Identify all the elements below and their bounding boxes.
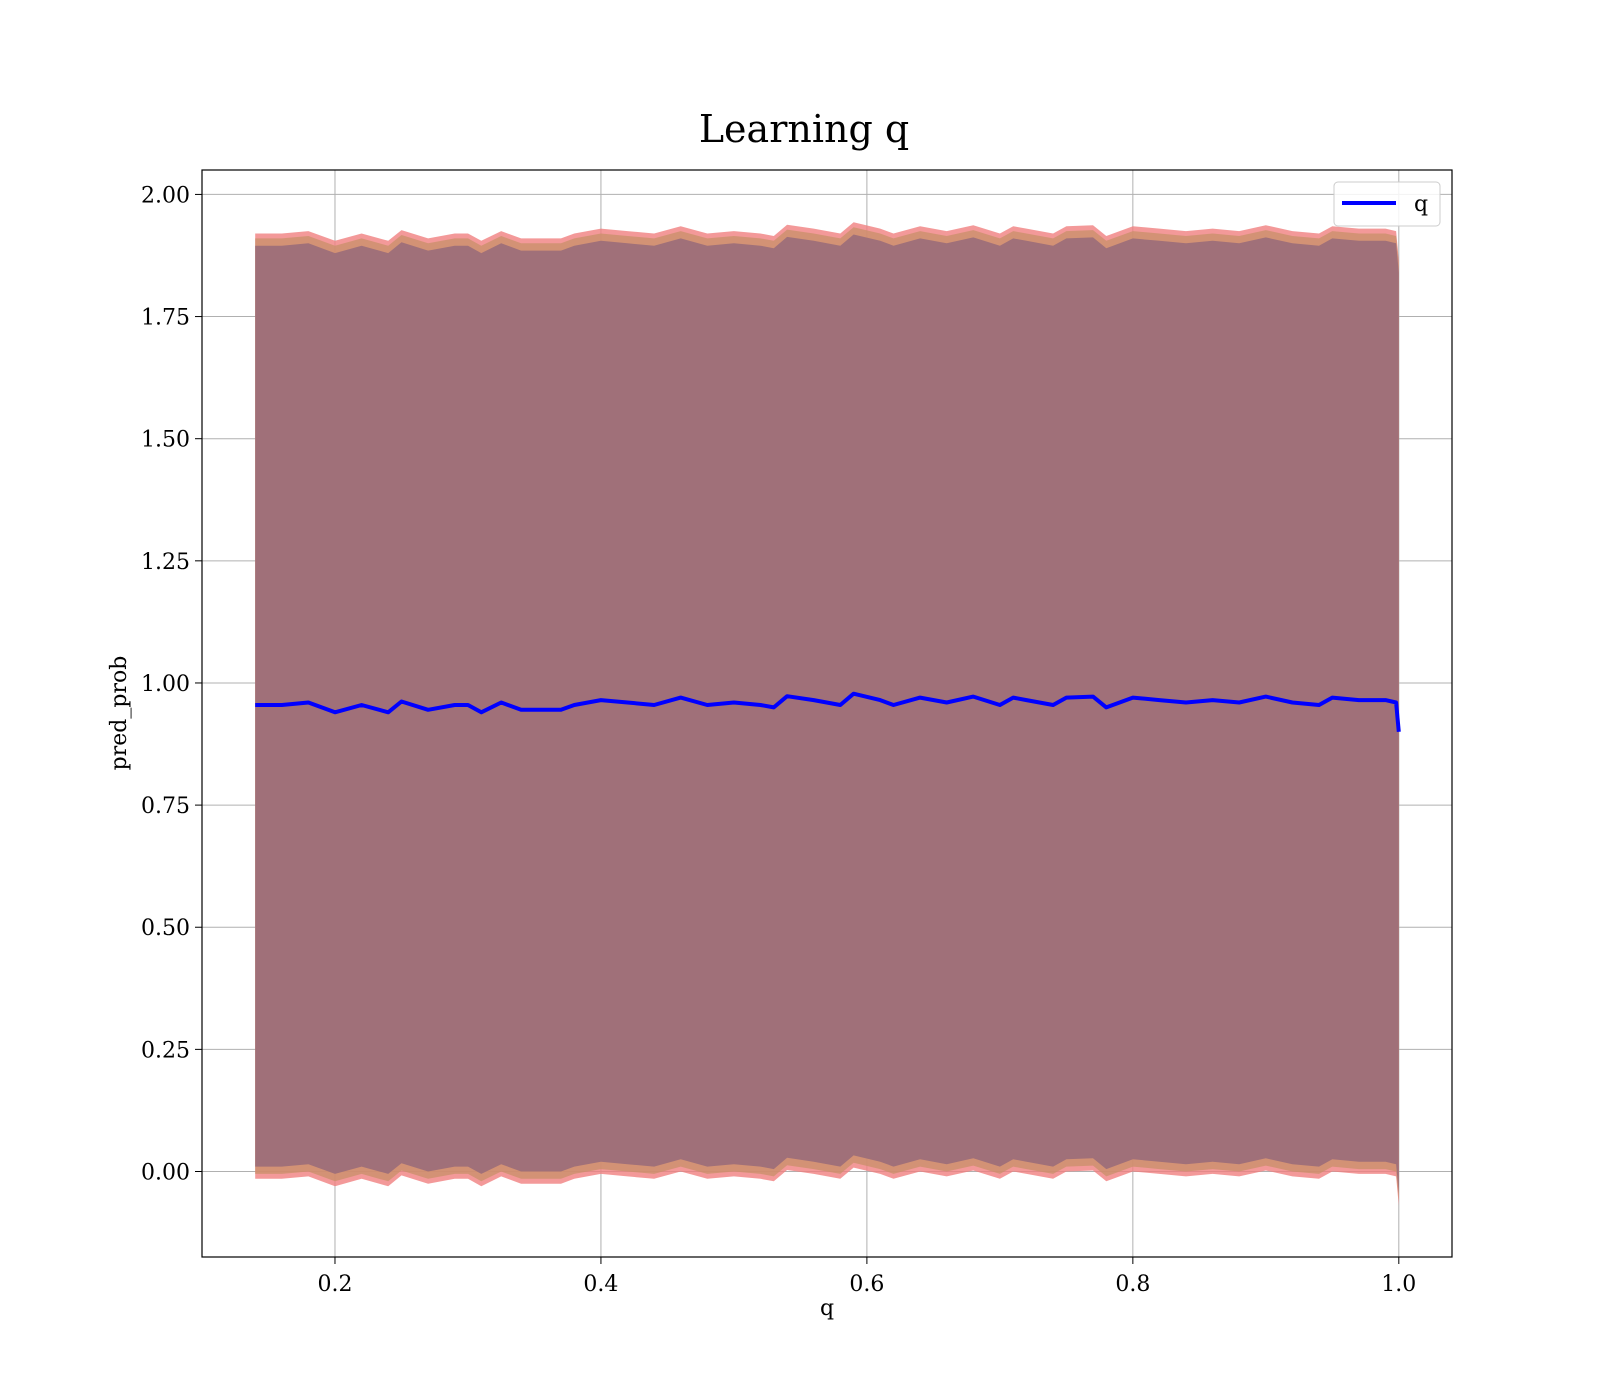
x-tick-label: 1.0 (1381, 1272, 1416, 1297)
y-tick-label: 1.00 (141, 672, 190, 697)
legend-label-q: q (1414, 192, 1428, 217)
plot-frame (201, 169, 1453, 1258)
y-tick-label: 0.25 (141, 1038, 190, 1063)
x-tick-label: 0.4 (583, 1272, 618, 1297)
x-ticks: 0.2 0.4 0.6 0.8 1.0 (317, 1257, 1416, 1297)
x-tick-label: 0.8 (1115, 1272, 1150, 1297)
x-tick-label: 0.2 (317, 1272, 352, 1297)
y-tick-label: 1.75 (141, 306, 190, 331)
series-line-q (255, 691, 1401, 732)
band-inner (255, 234, 1399, 1194)
chart-title: Learning q (699, 107, 909, 151)
y-tick-label: 2.00 (141, 183, 190, 208)
x-axis-label: q (820, 1296, 834, 1321)
y-tick-label: 0.50 (141, 916, 190, 941)
legend: q (1333, 181, 1441, 227)
y-tick-label: 1.50 (141, 428, 190, 453)
x-tick-label: 0.6 (849, 1272, 884, 1297)
y-tick-label: 0.75 (141, 794, 190, 819)
confidence-bands (255, 222, 1399, 1206)
y-axis-label: pred_prob (107, 656, 132, 771)
y-ticks: 0.00 0.25 0.50 0.75 1.00 1.25 1.50 1.75 2.00 (141, 183, 202, 1186)
y-tick-label: 1.25 (141, 550, 190, 575)
y-tick-label: 0.00 (141, 1161, 190, 1186)
series-lines (255, 691, 1401, 732)
